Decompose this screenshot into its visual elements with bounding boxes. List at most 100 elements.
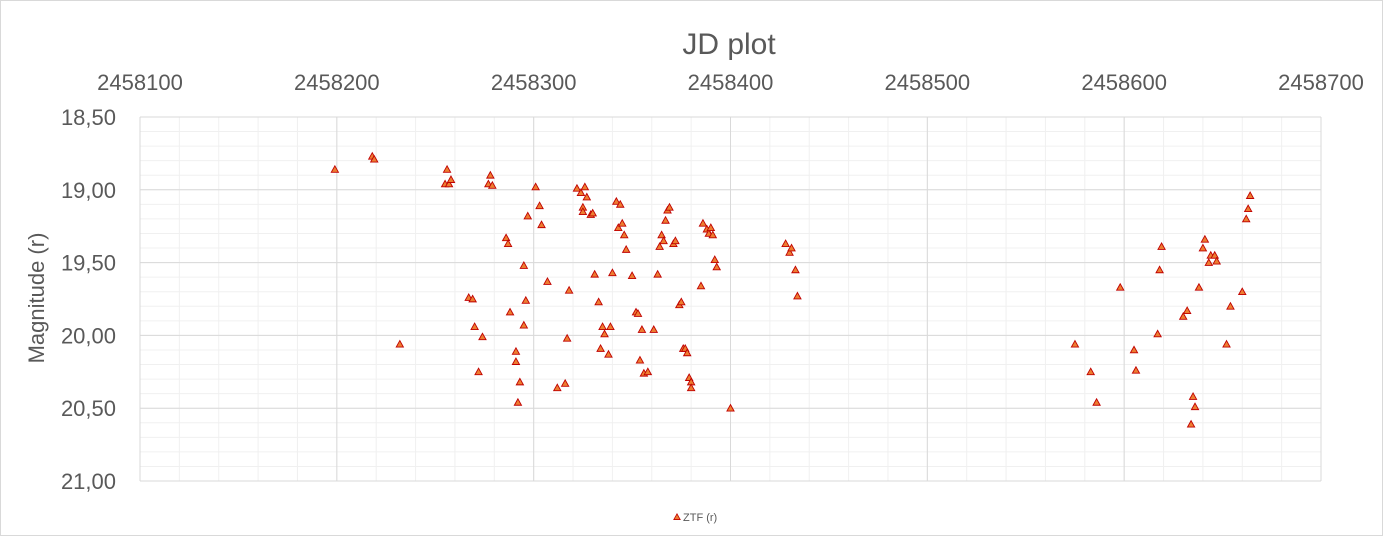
data-point	[1115, 282, 1125, 291]
data-point	[1188, 392, 1198, 400]
data-point	[576, 188, 586, 197]
data-point	[781, 239, 790, 248]
data-point	[686, 383, 696, 392]
data-point	[1237, 287, 1247, 296]
legend-marker-triangle-icon	[673, 512, 681, 520]
data-point	[1204, 258, 1214, 266]
data-point	[649, 325, 659, 333]
data-point	[787, 243, 796, 252]
data-point	[791, 265, 800, 274]
data-point	[643, 367, 653, 376]
data-point	[369, 154, 379, 163]
data-point	[1153, 329, 1162, 338]
data-point	[511, 346, 521, 355]
data-point	[519, 260, 529, 269]
data-point	[395, 339, 405, 348]
data-point	[1226, 301, 1235, 310]
data-point	[501, 233, 511, 242]
data-point	[1182, 306, 1192, 314]
y-axis-title: Magnitude (r)	[24, 233, 49, 364]
data-point	[1131, 365, 1141, 374]
data-point	[1186, 419, 1196, 428]
data-point	[619, 230, 629, 239]
data-point	[590, 269, 600, 278]
data-point	[485, 170, 495, 179]
data-point	[659, 236, 668, 245]
data-point	[582, 192, 592, 201]
data-point	[1178, 311, 1188, 320]
y-tick-label: 18,50	[61, 105, 116, 130]
data-point	[676, 297, 686, 306]
data-point	[671, 236, 680, 245]
data-point	[598, 322, 607, 330]
data-point	[594, 297, 603, 306]
data-point	[655, 242, 665, 250]
data-point	[665, 202, 674, 211]
data-point	[560, 378, 570, 387]
data-point	[521, 295, 531, 304]
data-point	[617, 218, 627, 227]
chart-title: JD plot	[682, 28, 776, 61]
data-point	[515, 377, 525, 386]
data-point	[442, 164, 452, 173]
data-point	[564, 285, 574, 294]
data-point	[535, 201, 544, 210]
data-point	[1155, 265, 1164, 274]
data-point	[511, 357, 521, 365]
data-point	[503, 239, 513, 248]
data-point	[478, 332, 487, 341]
data-point	[1092, 397, 1101, 406]
data-point	[726, 403, 735, 412]
data-point	[1086, 367, 1096, 376]
data-point	[661, 215, 670, 224]
data-point	[600, 329, 609, 338]
y-tick-label: 19,00	[61, 178, 116, 203]
data-point	[487, 180, 497, 189]
data-point	[613, 223, 623, 231]
data-point	[608, 268, 617, 277]
y-tick-label: 20,50	[61, 396, 116, 421]
data-point	[552, 383, 562, 392]
data-point	[1245, 191, 1255, 199]
y-tick-label: 21,00	[61, 469, 116, 494]
data-point	[657, 230, 666, 239]
legend: ZTF (r)	[673, 512, 717, 524]
data-point	[1241, 214, 1251, 223]
data-point	[604, 349, 613, 358]
data-point	[615, 199, 625, 208]
data-point	[1212, 256, 1222, 265]
x-tick-label: 2458300	[491, 70, 577, 95]
data-point	[708, 230, 718, 239]
data-point	[621, 244, 631, 253]
major-gridlines	[139, 116, 1322, 482]
data-point	[578, 207, 588, 215]
data-point	[696, 281, 706, 290]
data-points	[330, 151, 1255, 428]
data-point	[588, 208, 598, 217]
data-point	[513, 397, 523, 406]
data-point	[505, 307, 515, 316]
x-tick-label: 2458700	[1278, 70, 1364, 95]
x-tick-label: 2458200	[294, 70, 380, 95]
data-point	[572, 183, 582, 192]
data-point	[637, 325, 647, 333]
data-point	[474, 367, 483, 376]
y-axis-tick-labels: 18,50 19,00 19,50 20,00 20,50 21,00	[61, 105, 116, 494]
data-point	[531, 182, 540, 191]
x-axis-tick-labels: 2458100 2458200 2458300 2458400 2458500 24586…	[97, 70, 1364, 95]
data-point	[1200, 234, 1210, 243]
data-point	[470, 322, 479, 330]
data-point	[712, 262, 722, 271]
data-point	[1190, 402, 1200, 411]
data-point	[653, 269, 663, 278]
data-point	[596, 343, 605, 352]
data-point	[1157, 242, 1166, 250]
data-point	[468, 294, 478, 303]
data-point	[1194, 282, 1204, 291]
data-point	[698, 218, 708, 227]
data-point	[682, 348, 692, 357]
y-tick-label: 20,00	[61, 323, 116, 348]
x-tick-label: 2458400	[688, 70, 774, 95]
data-point	[633, 309, 643, 317]
